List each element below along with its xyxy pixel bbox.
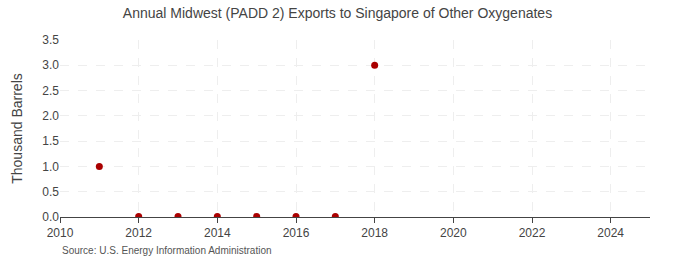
svg-text:2010: 2010	[47, 226, 74, 240]
svg-text:2012: 2012	[125, 226, 152, 240]
svg-text:3.5: 3.5	[42, 33, 59, 47]
svg-text:Thousand Barrels: Thousand Barrels	[9, 73, 25, 184]
svg-text:1.5: 1.5	[42, 134, 59, 148]
svg-text:2018: 2018	[361, 226, 388, 240]
svg-text:2.5: 2.5	[42, 84, 59, 98]
svg-text:0.0: 0.0	[42, 210, 59, 224]
svg-text:3.0: 3.0	[42, 58, 59, 72]
svg-text:2016: 2016	[283, 226, 310, 240]
svg-text:2.0: 2.0	[42, 109, 59, 123]
svg-text:2022: 2022	[519, 226, 546, 240]
svg-text:Source: U.S. Energy Informatio: Source: U.S. Energy Information Administ…	[62, 245, 272, 256]
svg-text:2014: 2014	[204, 226, 231, 240]
svg-text:2020: 2020	[440, 226, 467, 240]
svg-text:Annual Midwest (PADD 2) Export: Annual Midwest (PADD 2) Exports to Singa…	[123, 5, 552, 21]
svg-text:0.5: 0.5	[42, 185, 59, 199]
svg-text:1.0: 1.0	[42, 160, 59, 174]
svg-text:2024: 2024	[597, 226, 624, 240]
